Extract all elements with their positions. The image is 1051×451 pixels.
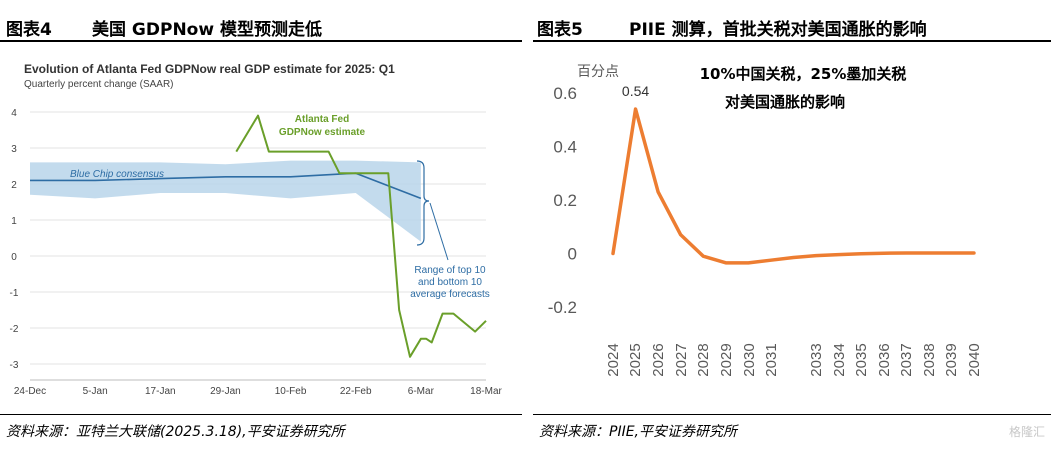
gdp-ytick-label: -1 (10, 288, 19, 299)
piie-xtick-label: 2037 (898, 343, 915, 376)
inflation-impact-line (611, 107, 976, 265)
piie-ytick-label: 0.6 (553, 84, 577, 103)
gdpnow-annotation-line1: Atlanta Fed (295, 114, 349, 125)
piie-xtick-label: 2029 (718, 343, 735, 376)
piie-chart: 百分点 10%中国关税，25%墨加关税 对美国通胀的影响 0.6 0.4 0.2 0 -… (548, 64, 983, 377)
watermark-logo: 格隆汇 (1008, 425, 1045, 439)
piie-chart-title-line1: 10%中国关税，25%墨加关税 (700, 65, 907, 83)
piie-ytick-label: 0.2 (553, 191, 577, 210)
gdp-xtick-label: 18-Mar (470, 386, 502, 397)
gdp-xtick-label: 29-Jan (210, 386, 241, 397)
gdp-ytick-label: 1 (11, 216, 17, 227)
gdp-xtick-label: 5-Jan (83, 386, 108, 397)
range-annotation-line1: Range of top 10 (414, 265, 486, 276)
gdp-xtick-label: 24-Dec (14, 386, 46, 397)
piie-xtick-label: 2038 (921, 343, 938, 376)
gdp-ytick-label: -2 (10, 324, 19, 335)
piie-ytick-label: 0.4 (553, 138, 577, 157)
gdp-ytick-label: 4 (11, 108, 17, 119)
piie-xtick-label: 2035 (853, 343, 870, 376)
range-annotation-line2: and bottom 10 (418, 277, 482, 288)
piie-ytick-label: -0.2 (548, 298, 577, 317)
left-footer: 资料来源：亚特兰大联储(2025.3.18),平安证券研究所 (0, 414, 522, 448)
blue-chip-annotation: Blue Chip consensus (70, 169, 164, 180)
left-figure-title: 美国 GDPNow 模型预测走低 (92, 20, 322, 40)
range-leader-line (429, 202, 449, 261)
right-source: 资料来源：PIIE,平安证券研究所 (539, 424, 737, 440)
forecast-range-band (30, 160, 421, 242)
piie-xtick-label: 2025 (627, 343, 644, 376)
piie-xtick-label: 2039 (943, 343, 960, 376)
gdp-ytick-label: 3 (11, 144, 17, 155)
piie-xtick-label: 2030 (741, 343, 758, 376)
right-figure-title: PIIE 测算，首批关税对美国通胀的影响 (629, 20, 927, 40)
gdp-ytick-label: 2 (11, 180, 17, 191)
right-header: 图表5 PIIE 测算，首批关税对美国通胀的影响 (533, 6, 1051, 42)
right-figure-label: 图表5 (537, 20, 583, 40)
left-source: 资料来源：亚特兰大联储(2025.3.18),平安证券研究所 (6, 424, 345, 440)
left-panel: 图表4 美国 GDPNow 模型预测走低 Evolution of Atlant… (0, 0, 522, 451)
piie-xtick-label: 2027 (673, 343, 690, 376)
gdpnow-chart: Evolution of Atlanta Fed GDPNow real GDP… (10, 62, 503, 397)
piie-xtick-label: 2040 (966, 343, 983, 376)
gdp-xtick-label: 17-Jan (145, 386, 176, 397)
right-footer: 资料来源：PIIE,平安证券研究所 格隆汇 (533, 414, 1051, 448)
piie-chart-title-line2: 对美国通胀的影响 (725, 93, 845, 111)
gdpnow-chart-subtitle: Quarterly percent change (SAAR) (24, 79, 174, 90)
range-bracket (416, 160, 430, 246)
piie-xtick-label: 2036 (876, 343, 893, 376)
gdp-ytick-label: -3 (10, 360, 19, 371)
gdp-xtick-label: 22-Feb (340, 386, 372, 397)
gdp-ytick-label: 0 (11, 252, 17, 263)
peak-data-label: 0.54 (622, 83, 649, 99)
piie-xtick-label: 2031 (763, 343, 780, 376)
piie-xtick-label: 2034 (831, 343, 848, 376)
gdp-xtick-label: 6-Mar (408, 386, 435, 397)
piie-ylabel: 百分点 (577, 64, 619, 80)
piie-xtick-label: 2024 (605, 343, 622, 376)
gdpnow-estimate-line (235, 114, 487, 358)
piie-xtick-label: 2026 (650, 343, 667, 376)
gdpnow-chart-title: Evolution of Atlanta Fed GDPNow real GDP… (24, 62, 395, 76)
gdpnow-annotation-line2: GDPNow estimate (279, 127, 366, 138)
left-header: 图表4 美国 GDPNow 模型预测走低 (0, 6, 522, 42)
right-panel: 图表5 PIIE 测算，首批关税对美国通胀的影响 百分点 10%中国关税，25%… (533, 0, 1051, 451)
range-annotation-line3: average forecasts (410, 289, 490, 300)
gdp-xtick-label: 10-Feb (275, 386, 307, 397)
piie-xtick-label: 2028 (695, 343, 712, 376)
left-figure-label: 图表4 (6, 20, 52, 40)
piie-ytick-label: 0 (568, 245, 577, 264)
piie-xtick-label: 2033 (808, 343, 825, 376)
